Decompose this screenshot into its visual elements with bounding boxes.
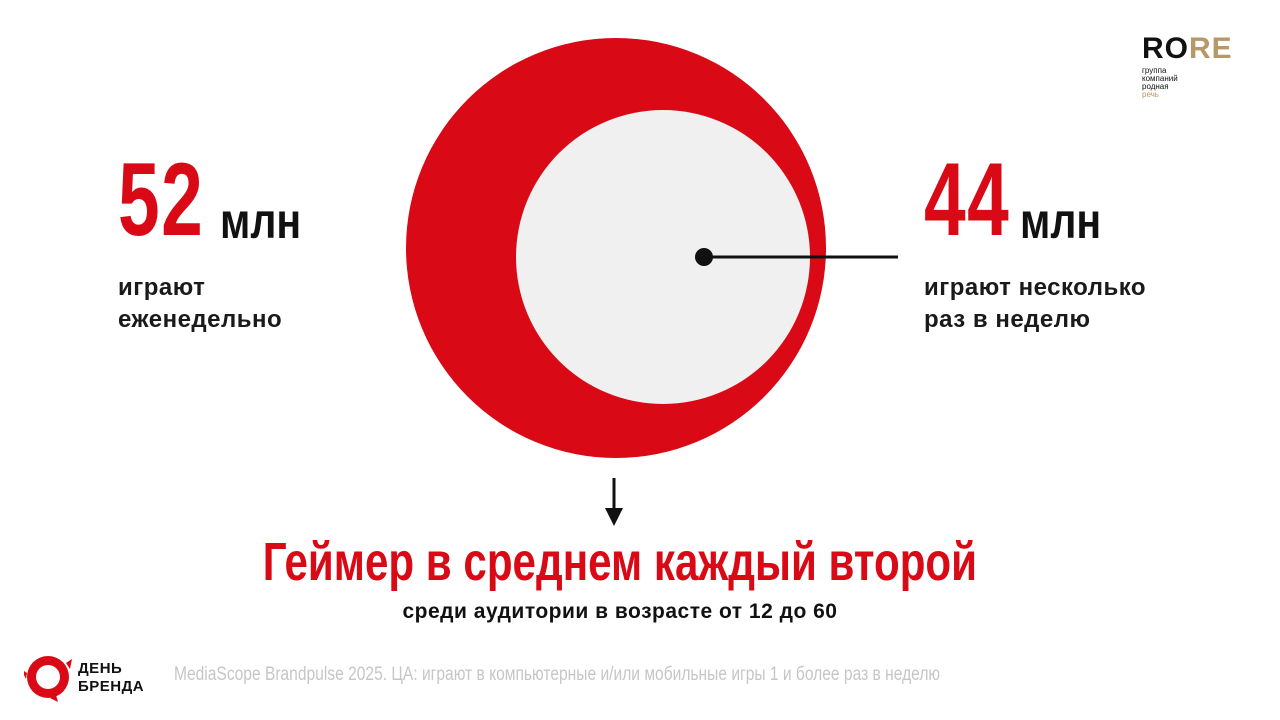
pointer-dot: [695, 248, 713, 266]
frequent-players-circle: [516, 110, 810, 404]
rore-logo: RORE группа компаний родная речь: [1142, 34, 1233, 99]
rore-logo-word-part1: RO: [1142, 32, 1189, 65]
brand-day-logo-icon: [24, 656, 72, 702]
frequent-players-description: играют несколько раз в неделю: [924, 272, 1146, 336]
brand-logo-line1: ДЕНЬ: [78, 660, 123, 677]
rore-logo-word-part2: RE: [1189, 32, 1233, 65]
rore-caption-line2: компаний: [1142, 74, 1178, 83]
weekly-players-desc-line2: еженедельно: [118, 306, 283, 333]
frequent-players-number: 44: [924, 142, 1011, 258]
weekly-players-unit: млн: [219, 193, 301, 249]
weekly-players-stat: 52 млн играют еженедельно: [118, 148, 319, 336]
brand-day-logo-text: ДЕНЬ БРЕНДА: [78, 660, 144, 696]
headline-sub: среди аудитории в возрасте от 12 до 60: [402, 600, 838, 623]
frequent-players-desc-line1: играют несколько: [924, 274, 1147, 301]
rore-logo-word: RORE: [1142, 34, 1233, 64]
frequent-players-unit: млн: [1019, 193, 1101, 249]
headline: Геймер в среднем каждый второй: [0, 530, 1240, 594]
rore-logo-caption: группа компаний родная речь: [1142, 67, 1233, 99]
source-footnote: MediaScope Brandpulse 2025. ЦА: играют в…: [174, 664, 941, 685]
rore-caption-line1: группа: [1142, 66, 1167, 75]
headline-main: Геймер в среднем каждый второй: [262, 532, 978, 592]
rore-caption-line4: речь: [1142, 90, 1159, 99]
frequent-players-stat: 44 млн играют несколько раз в неделю: [924, 148, 1146, 336]
brand-logo-line2: БРЕНДА: [78, 678, 145, 695]
weekly-players-description: играют еженедельно: [118, 272, 319, 336]
frequent-players-figure: 44 млн: [924, 148, 1146, 252]
weekly-players-figure: 52 млн: [118, 148, 319, 252]
weekly-players-desc-line1: играют: [118, 274, 206, 301]
rore-caption-line3: родная: [1142, 82, 1169, 91]
weekly-players-number: 52: [118, 142, 205, 258]
down-arrow-icon: [605, 478, 623, 526]
frequent-players-desc-line2: раз в неделю: [924, 306, 1091, 333]
